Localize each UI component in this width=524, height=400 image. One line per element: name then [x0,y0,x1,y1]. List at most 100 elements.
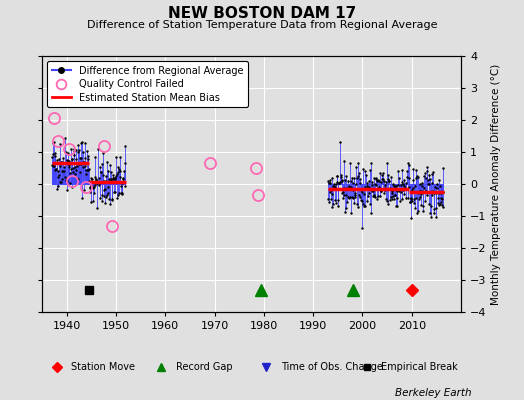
Point [119,168,128,174]
Point [329,175,337,182]
Text: Difference of Station Temperature Data from Regional Average: Difference of Station Temperature Data f… [87,20,437,30]
Point [400,190,408,197]
Point [381,184,390,191]
Point [116,168,124,174]
Point [102,194,110,200]
Point [402,185,410,192]
Point [121,160,129,166]
Text: Empirical Break: Empirical Break [381,362,458,372]
Point [355,192,363,198]
Point [53,186,61,192]
Point [395,175,403,182]
Point [367,188,376,194]
Point [386,185,395,191]
Point [361,184,369,190]
Point [72,166,81,173]
Point [66,170,74,176]
Point [111,176,119,182]
Point [407,196,415,202]
Point [342,172,351,179]
Point [107,196,116,202]
Point [65,162,73,168]
Point [391,191,400,198]
Point [347,194,356,200]
Point [425,180,434,187]
Point [114,169,122,175]
Point [326,186,335,193]
Point [411,166,420,173]
Point [334,197,342,204]
Point [409,177,418,184]
Point [81,155,89,162]
Point [382,196,390,202]
Point [369,192,378,198]
Point [325,188,334,195]
Point [64,158,73,164]
Point [366,166,374,173]
Point [50,150,59,156]
Point [62,157,71,164]
Point [324,196,333,202]
Point [70,146,78,152]
Point [401,195,410,201]
Point [389,192,398,199]
Point [69,152,78,158]
Point [424,172,433,178]
Point [64,150,72,156]
Point [342,191,350,198]
Point [110,174,118,181]
Point [374,178,383,184]
Point [83,156,92,162]
Point [419,208,428,214]
Point [119,175,127,181]
Point [326,177,334,183]
Point [417,190,425,197]
Point [63,178,72,184]
Point [89,185,97,191]
Point [324,199,333,205]
Point [88,182,96,189]
Point [68,156,77,162]
Point [118,180,127,187]
Point [56,163,64,170]
Point [412,174,420,181]
Point [348,195,357,202]
Point [106,177,115,183]
Point [395,188,403,194]
Point [115,174,124,180]
Point [422,174,430,181]
Point [48,151,57,158]
Point [379,185,388,192]
Point [51,153,60,159]
Point [95,180,104,186]
Point [423,177,432,183]
Point [74,142,83,148]
Point [387,174,396,180]
Point [360,191,368,197]
Point [358,198,366,204]
Point [77,155,85,162]
Point [427,203,435,210]
Point [393,188,401,194]
Point [48,162,57,168]
Point [386,196,394,203]
Point [77,160,85,167]
Point [357,186,365,193]
Point [108,172,117,178]
Point [332,179,341,185]
Point [74,149,82,156]
Point [340,185,348,191]
Text: Station Move: Station Move [71,362,135,372]
Point [403,174,411,180]
Point [59,155,67,161]
Point [422,164,431,170]
Point [105,196,113,202]
Point [423,192,432,198]
Point [393,194,401,201]
Point [354,204,363,210]
Point [428,180,436,186]
Point [93,205,101,211]
Point [343,199,352,205]
Point [433,184,442,191]
Point [352,164,360,170]
